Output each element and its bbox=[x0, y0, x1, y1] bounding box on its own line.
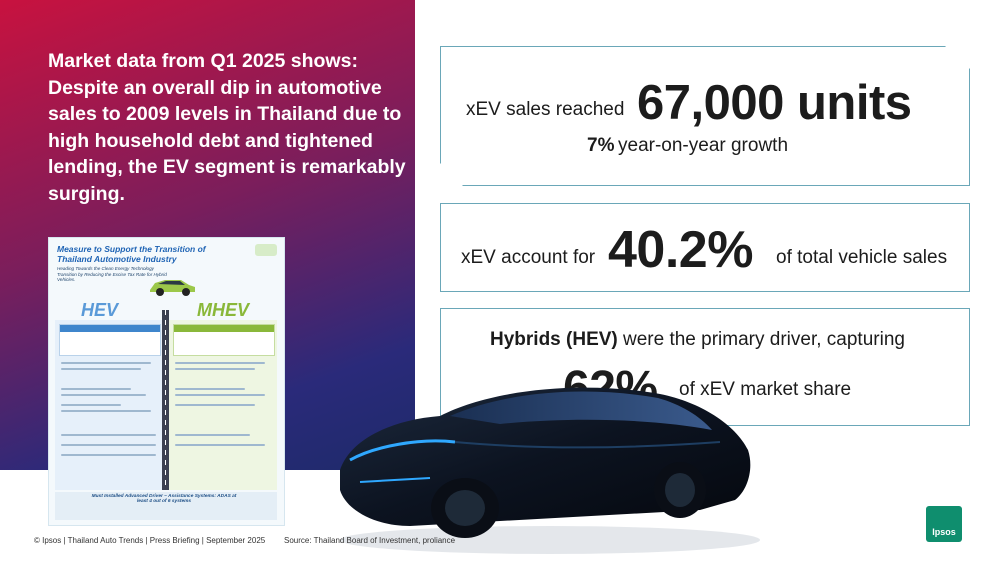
poster-text-line bbox=[175, 362, 265, 364]
poster-hev-table bbox=[59, 324, 161, 356]
sales-stat-card: xEV sales reached 67,000 units 7% year-o… bbox=[440, 46, 970, 186]
share-value: 40.2% bbox=[608, 221, 753, 279]
poster-text-line bbox=[61, 368, 141, 370]
poster-subtitle: Heading Towards the Clean Energy Technol… bbox=[57, 266, 167, 282]
sales-value: 67,000 units bbox=[637, 76, 912, 130]
ipsos-logo-text: Ipsos bbox=[932, 527, 956, 537]
poster-text-line bbox=[61, 434, 156, 436]
share-prefix: xEV account for bbox=[461, 247, 596, 268]
poster-text-line bbox=[61, 454, 156, 456]
sales-prefix: xEV sales reached bbox=[466, 99, 625, 120]
headline: Market data from Q1 2025 shows: Despite … bbox=[48, 50, 406, 205]
poster-adas-title: Must Installed Advanced Driver – Assista… bbox=[91, 494, 237, 504]
poster-text-line bbox=[61, 362, 151, 364]
poster-text-line bbox=[61, 388, 131, 390]
poster-text-line bbox=[175, 368, 255, 370]
poster-text-line bbox=[175, 388, 245, 390]
ipsos-logo: Ipsos bbox=[926, 506, 962, 542]
poster-text-line bbox=[175, 444, 265, 446]
hybrids-stat-card: Hybrids (HEV) were the primary driver, c… bbox=[440, 308, 970, 426]
poster-mhev-label: MHEV bbox=[197, 300, 250, 320]
poster-car-image bbox=[150, 280, 195, 296]
poster-road bbox=[162, 310, 169, 490]
poster-text-line bbox=[61, 444, 156, 446]
growth-value: 7% bbox=[587, 135, 615, 156]
growth-label: year-on-year growth bbox=[618, 135, 789, 156]
poster-badge bbox=[255, 244, 277, 256]
poster-text-line bbox=[61, 394, 146, 396]
infographic-poster: Measure to Support the Transition of Tha… bbox=[48, 237, 285, 526]
poster-adas-section bbox=[55, 492, 277, 520]
hybrids-bold-label: Hybrids (HEV) bbox=[490, 329, 618, 350]
poster-text-line bbox=[61, 404, 121, 406]
poster-text-line bbox=[61, 410, 151, 412]
poster-text-line bbox=[175, 434, 250, 436]
poster-mhev-table bbox=[173, 324, 275, 356]
hybrids-suffix: of xEV market share bbox=[679, 379, 852, 400]
poster-text-line bbox=[175, 394, 265, 396]
poster-title: Measure to Support the Transition of Tha… bbox=[57, 244, 206, 264]
hybrids-rest-label: were the primary driver, capturing bbox=[623, 329, 905, 350]
poster-text-line bbox=[175, 404, 255, 406]
share-suffix: of total vehicle sales bbox=[776, 247, 948, 268]
electric-car-image bbox=[340, 387, 760, 554]
poster-hev-label: HEV bbox=[81, 300, 119, 320]
footer-source: Source: Thailand Board of Investment, pr… bbox=[284, 536, 456, 545]
footer-copyright: © Ipsos | Thailand Auto Trends | Press B… bbox=[34, 536, 266, 545]
share-stat-card: xEV account for 40.2% of total vehicle s… bbox=[440, 203, 970, 292]
